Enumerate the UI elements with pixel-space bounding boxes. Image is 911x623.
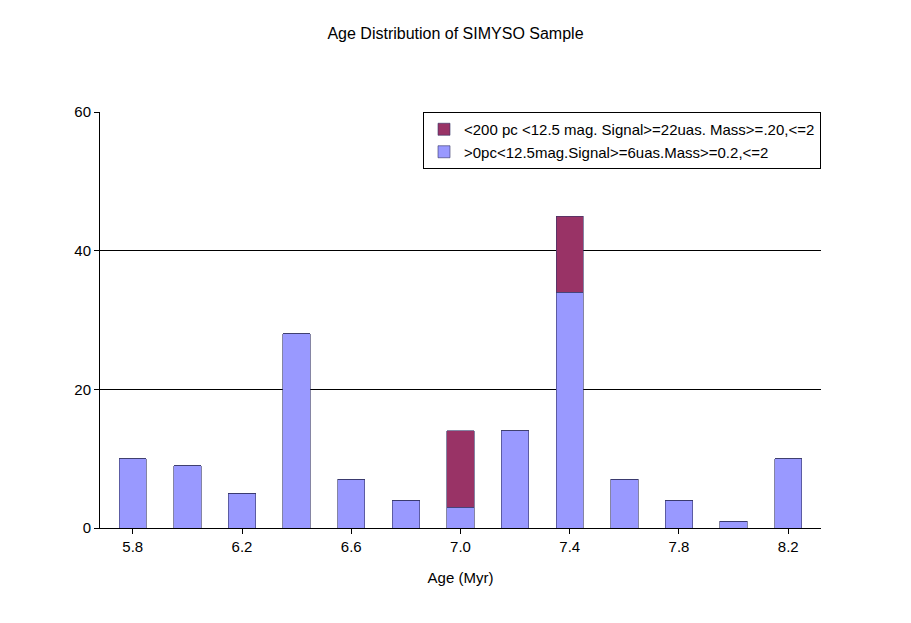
svg-text:40: 40: [74, 242, 91, 259]
svg-text:Age Distribution of SIMYSO Sam: Age Distribution of SIMYSO Sample: [327, 25, 583, 42]
svg-text:Age (Myr): Age (Myr): [428, 569, 494, 586]
svg-text:7.0: 7.0: [450, 538, 471, 555]
svg-text:20: 20: [74, 381, 91, 398]
svg-text:7.4: 7.4: [559, 538, 580, 555]
svg-text:0: 0: [83, 519, 91, 536]
svg-text:60: 60: [74, 103, 91, 120]
svg-text:7.8: 7.8: [669, 538, 690, 555]
svg-text:6.2: 6.2: [232, 538, 253, 555]
svg-text:6.6: 6.6: [341, 538, 362, 555]
svg-text:8.2: 8.2: [778, 538, 799, 555]
svg-text:>0pc<12.5mag.Signal>=6uas.Mass: >0pc<12.5mag.Signal>=6uas.Mass>=0.2,<=2: [464, 144, 768, 161]
svg-text:<200 pc <12.5 mag. Signal>=22u: <200 pc <12.5 mag. Signal>=22uas. Mass>=…: [464, 121, 814, 138]
svg-text:5.8: 5.8: [122, 538, 143, 555]
